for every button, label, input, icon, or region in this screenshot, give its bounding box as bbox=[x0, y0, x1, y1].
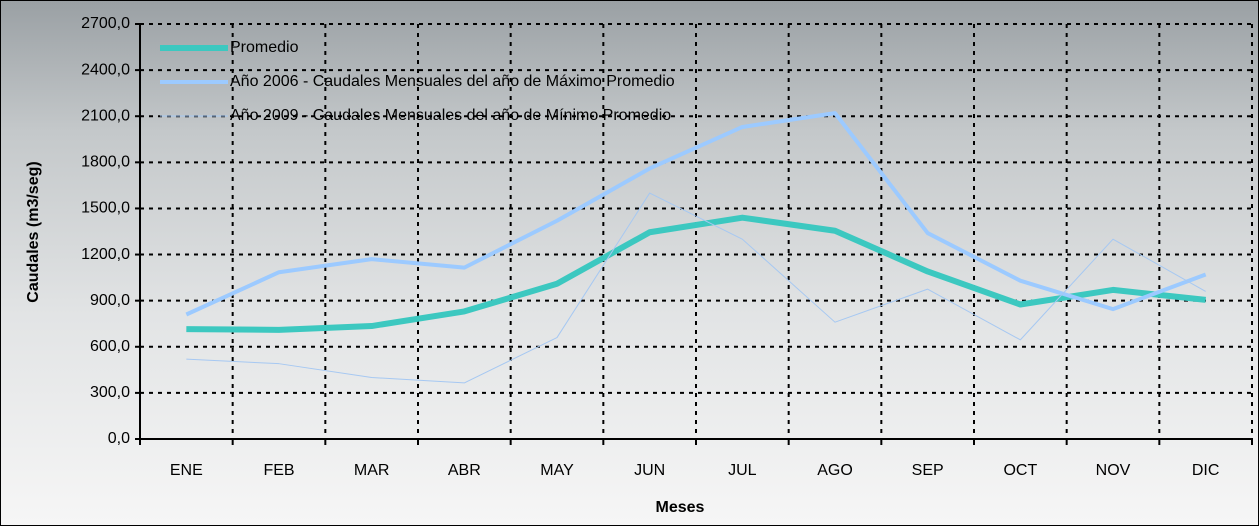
x-tick-label: SEP bbox=[912, 462, 944, 479]
y-tick-label: 1200,0 bbox=[81, 246, 130, 263]
y-tick-label: 600,0 bbox=[90, 338, 130, 355]
legend-label: Promedio bbox=[230, 39, 299, 56]
x-tick-label: ENE bbox=[170, 462, 203, 479]
x-tick-label: JUN bbox=[634, 462, 665, 479]
series-line bbox=[186, 214, 1206, 333]
x-tick-label: MAY bbox=[540, 462, 574, 479]
legend-label: Año 2009 - Caudales Mensuales del año de… bbox=[230, 107, 671, 124]
x-tick-label: NOV bbox=[1096, 462, 1131, 479]
series-line bbox=[185, 111, 1207, 317]
x-tick-label: DIC bbox=[1192, 462, 1220, 479]
x-tick-label: FEB bbox=[263, 462, 294, 479]
y-tick-label: 2700,0 bbox=[81, 15, 130, 32]
y-tick-label: 1800,0 bbox=[81, 154, 130, 171]
y-axis-label: Caudales (m3/seg) bbox=[25, 161, 42, 302]
x-tick-label: MAR bbox=[354, 462, 390, 479]
x-tick-label: OCT bbox=[1003, 462, 1037, 479]
y-tick-label: 1500,0 bbox=[81, 200, 130, 217]
y-tick-label: 2400,0 bbox=[81, 61, 130, 78]
x-tick-label: ABR bbox=[448, 462, 481, 479]
x-tick-label: JUL bbox=[728, 462, 757, 479]
y-tick-label: 300,0 bbox=[90, 384, 130, 401]
x-tick-label: AGO bbox=[817, 462, 853, 479]
y-tick-label: 2100,0 bbox=[81, 107, 130, 124]
y-tick-label: 900,0 bbox=[90, 292, 130, 309]
x-axis-label: Meses bbox=[656, 499, 705, 516]
series-line bbox=[186, 192, 1206, 384]
y-tick-label: 0,0 bbox=[108, 430, 130, 447]
legend-label: Año 2006 - Caudales Mensuales del año de… bbox=[230, 73, 675, 90]
